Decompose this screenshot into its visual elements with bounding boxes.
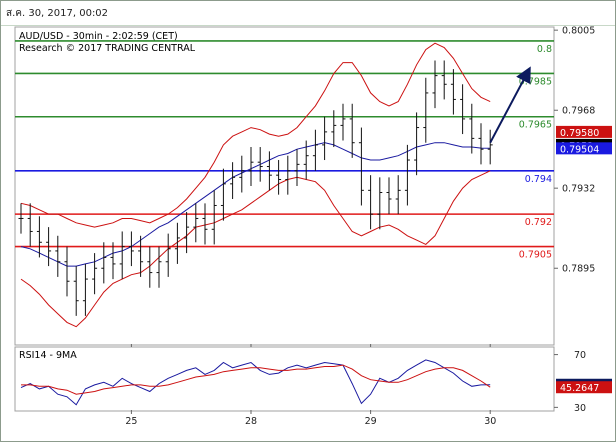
bollinger-upper-line (20, 42, 491, 228)
forecast-arrow (489, 66, 531, 144)
rsi-value-tag (556, 381, 612, 394)
price-tag (556, 142, 612, 155)
rsi-title: RSI14 - 9MA (19, 350, 77, 361)
top-bar: ส.ค. 30, 2017, 00:02 (1, 1, 615, 26)
rsi-plot-area (14, 346, 555, 412)
price-tag (556, 125, 612, 138)
chart-subtitle: Research © 2017 TRADING CENTRAL (19, 43, 196, 54)
y-tick-label: 0.7968 (562, 106, 595, 117)
y-tick-label: 0.7895 (562, 264, 595, 275)
y-tick-label: 0.7932 (562, 184, 595, 195)
x-tick-label: 30 (484, 416, 496, 427)
y-tick-label: 0.8005 (562, 26, 595, 37)
rsi-y-tick-label: 70 (574, 350, 586, 361)
level-label: 0.792 (525, 217, 552, 228)
chart-datetime: ส.ค. 30, 2017, 00:02 (6, 8, 109, 19)
level-label: 0.794 (525, 174, 552, 185)
chart-title: AUD/USD - 30min - 2:02:59 (CET) (19, 31, 178, 42)
rsi-value-tag-label: 45.2647 (560, 383, 599, 394)
price-tag-label: 0.79580 (560, 128, 599, 139)
rsi-ma-line (21, 364, 491, 395)
level-label: 0.7965 (519, 120, 552, 131)
bollinger-lower-line (20, 170, 491, 328)
level-label: 0.8 (537, 44, 552, 55)
moving-average-line (20, 142, 491, 267)
main-plot-area (14, 26, 555, 346)
x-tick-label: 28 (245, 416, 257, 427)
x-tick-label: 29 (365, 416, 377, 427)
rsi-y-tick-label: 30 (574, 403, 586, 414)
level-label: 0.7905 (519, 250, 552, 261)
rsi-line (20, 359, 491, 406)
level-label: 0.7985 (519, 76, 552, 87)
x-tick-label: 25 (125, 416, 137, 427)
price-tag-label: 0.79504 (560, 144, 599, 155)
